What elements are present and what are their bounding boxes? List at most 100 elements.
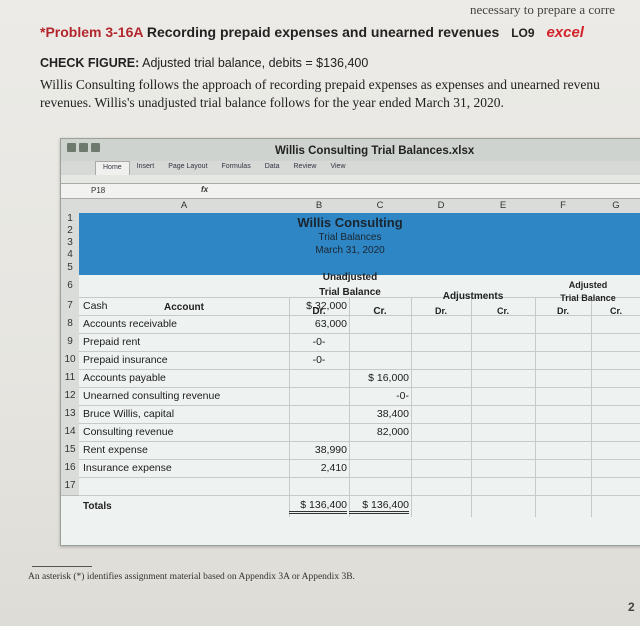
column-header-a[interactable]: A	[79, 199, 290, 213]
tab-view[interactable]: View	[330, 163, 346, 170]
adj-cr-header: Cr.	[496, 306, 509, 316]
problem-heading: *Problem 3-16A Recording prepaid expense…	[40, 24, 584, 41]
account-debit: -0-	[312, 336, 326, 348]
excel-titlebar: Willis Consulting Trial Balances.xlsx	[61, 139, 640, 161]
fx-icon[interactable]: fx	[201, 185, 209, 194]
window-title: Willis Consulting Trial Balances.xlsx	[275, 145, 475, 157]
row-header[interactable]: 10	[61, 351, 79, 370]
account-name: Prepaid rent	[83, 336, 141, 348]
adjusted-dr-header: Dr.	[556, 306, 569, 316]
column-header-f[interactable]: F	[535, 199, 592, 213]
check-figure-label: CHECK FIGURE:	[40, 56, 140, 70]
column-header-c[interactable]: C	[349, 199, 412, 213]
tab-insert[interactable]: Insert	[136, 163, 155, 170]
adj-dr-header: Dr.	[434, 306, 447, 316]
grid-hline	[79, 423, 640, 424]
grid-hline	[79, 495, 640, 496]
adjustments-header: Adjustments	[442, 291, 504, 302]
account-credit: -0-	[396, 390, 409, 402]
tab-review[interactable]: Review	[293, 163, 317, 170]
grid-hline	[79, 297, 640, 298]
formula-bar: P18 fx	[61, 183, 640, 199]
footnote: An asterisk (*) identifies assignment ma…	[28, 572, 355, 582]
column-header-b[interactable]: B	[289, 199, 350, 213]
select-all-corner[interactable]	[61, 199, 80, 213]
row-header[interactable]: 6	[61, 275, 79, 298]
header-band	[79, 213, 640, 275]
row-header[interactable]: 17	[61, 477, 79, 496]
total-debits: $ 136,400	[289, 499, 347, 514]
account-name: Accounts receivable	[83, 318, 177, 330]
column-header-g[interactable]: G	[591, 199, 640, 213]
save-icon[interactable]	[67, 143, 76, 152]
tab-formulas[interactable]: Formulas	[221, 163, 251, 170]
problem-title: Recording prepaid expenses and unearned …	[146, 24, 500, 40]
unadjusted-header-1: Unadjusted	[322, 272, 378, 283]
check-figure-text: Adjusted trial balance, debits = $136,40…	[142, 56, 369, 70]
page-number: 2	[628, 600, 635, 614]
account-debit: 2,410	[320, 462, 347, 474]
problem-number: Problem 3-16A	[45, 24, 143, 40]
name-box[interactable]: P18	[91, 186, 106, 195]
row-header[interactable]: 7	[61, 297, 79, 316]
unadj-cr-header: Cr.	[373, 306, 387, 317]
row-header[interactable]: 13	[61, 405, 79, 424]
row-header[interactable]: 5	[61, 261, 79, 276]
report-date: March 31, 2020	[315, 245, 385, 256]
account-name: Cash	[83, 300, 108, 312]
unadj-dr-header: Dr.	[312, 306, 326, 317]
account-name: Prepaid insurance	[83, 354, 168, 366]
totals-label: Totals	[83, 501, 112, 512]
redo-icon[interactable]	[91, 143, 100, 152]
problem-star: *	[40, 24, 46, 40]
row-header[interactable]: 15	[61, 441, 79, 460]
row-header[interactable]: 9	[61, 333, 79, 352]
intro-line-2: revenues. Willis's unadjusted trial bala…	[40, 95, 504, 110]
account-credit: 82,000	[376, 426, 409, 438]
excel-logo-icon: excel	[546, 24, 584, 41]
account-name: Insurance expense	[83, 462, 172, 474]
top-text-fragment: necessary to prepare a corre	[470, 2, 616, 17]
adjusted-cr-header: Cr.	[609, 306, 622, 316]
grid-hline	[79, 441, 640, 442]
grid-hline	[79, 351, 640, 352]
undo-icon[interactable]	[79, 143, 88, 152]
total-credits: $ 136,400	[349, 499, 409, 514]
grid-hline	[79, 477, 640, 478]
account-name: Consulting revenue	[83, 426, 174, 438]
account-credit: 38,400	[376, 408, 409, 420]
account-name: Unearned consulting revenue	[83, 390, 221, 402]
grid-hline	[79, 387, 640, 388]
intro-line-1: Willis Consulting follows the approach o…	[40, 77, 600, 92]
tab-page-layout[interactable]: Page Layout	[168, 163, 208, 170]
grid-vline	[591, 297, 592, 517]
footnote-divider	[32, 566, 92, 567]
ribbon-tabs: Home Insert Page Layout Formulas Data Re…	[61, 161, 640, 175]
tab-home[interactable]: Home	[95, 161, 130, 175]
ribbon-body	[61, 175, 640, 183]
unadjusted-header-2: Trial Balance	[319, 287, 381, 298]
column-header-e[interactable]: E	[471, 199, 536, 213]
grid-hline	[79, 405, 640, 406]
account-name: Accounts payable	[83, 372, 166, 384]
column-header-d[interactable]: D	[411, 199, 472, 213]
account-debit: -0-	[312, 354, 326, 366]
row-header[interactable]: 11	[61, 369, 79, 388]
account-header: Account	[164, 302, 204, 313]
adjusted-header-2: Trial Balance	[560, 293, 616, 303]
grid-hline	[79, 333, 640, 334]
row-header[interactable]: 12	[61, 387, 79, 406]
tab-data[interactable]: Data	[264, 163, 280, 170]
row-header[interactable]: 14	[61, 423, 79, 442]
account-name: Rent expense	[83, 444, 148, 456]
row-header[interactable]: 16	[61, 459, 79, 478]
grid-hline	[79, 369, 640, 370]
account-debit: 38,990	[314, 444, 347, 456]
excel-window: Willis Consulting Trial Balances.xlsx Ho…	[60, 138, 640, 546]
quick-access-toolbar	[67, 143, 100, 152]
grid-vline	[411, 297, 412, 517]
grid-vline	[471, 297, 472, 517]
row-header[interactable]: 8	[61, 315, 79, 334]
problem-intro: Willis Consulting follows the approach o…	[40, 76, 640, 112]
